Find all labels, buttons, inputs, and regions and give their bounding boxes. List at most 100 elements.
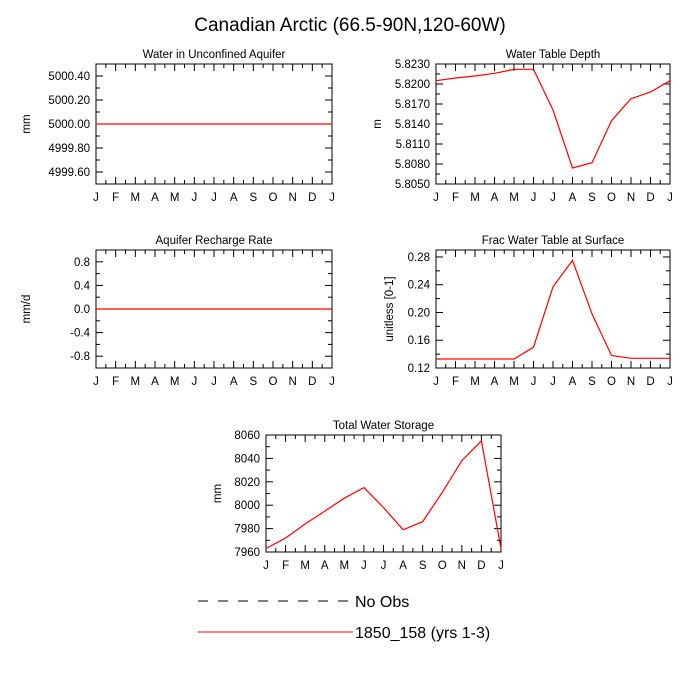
y-tick-label: 5000.40 (48, 71, 90, 83)
y-tick-label: 0.0 (74, 304, 90, 316)
y-tick-label: 7960 (234, 547, 260, 559)
x-tick-label: M (340, 560, 350, 572)
y-tick-label: 0.4 (74, 280, 91, 292)
y-tick-label: 0.28 (408, 252, 430, 264)
x-tick-label: J (433, 192, 439, 204)
x-tick-label: D (646, 376, 654, 388)
y-tick-label: 7980 (234, 524, 260, 536)
x-tick-label: O (269, 192, 278, 204)
x-tick-label: A (399, 560, 407, 572)
x-tick-label: J (550, 376, 556, 388)
x-tick-label: M (300, 560, 310, 572)
x-tick-label: J (531, 376, 537, 388)
x-tick-label: J (211, 376, 217, 388)
x-tick-label: F (452, 376, 459, 388)
legend-label-no-obs: No Obs (355, 594, 409, 611)
x-tick-label: O (607, 376, 616, 388)
x-tick-label: D (308, 376, 316, 388)
y-tick-label: 5.8170 (395, 99, 430, 111)
x-tick-label: A (569, 192, 577, 204)
x-tick-label: J (93, 376, 99, 388)
x-tick-label: D (646, 192, 654, 204)
x-tick-label: A (151, 376, 159, 388)
x-tick-label: F (112, 192, 119, 204)
x-tick-label: S (588, 376, 596, 388)
panel-title: Frac Water Table at Surface (482, 235, 625, 247)
y-tick-label: 0.24 (408, 280, 431, 292)
y-tick-label: 5.8230 (395, 59, 430, 71)
panel-title: Aquifer Recharge Rate (156, 235, 273, 247)
y-axis-label: unitless [0-1] (384, 276, 396, 341)
x-tick-label: J (191, 192, 197, 204)
y-tick-label: 0.20 (408, 307, 430, 319)
x-tick-label: M (509, 192, 519, 204)
x-tick-label: M (470, 192, 480, 204)
y-tick-label: 5.8140 (395, 119, 430, 131)
y-tick-label: 8060 (234, 430, 260, 442)
x-tick-label: J (329, 376, 335, 388)
x-tick-label: D (308, 192, 316, 204)
y-tick-label: 0.12 (408, 363, 430, 375)
x-tick-label: J (93, 192, 99, 204)
x-tick-label: M (470, 376, 480, 388)
y-tick-label: 5.8050 (395, 179, 430, 191)
plot-frame (435, 249, 671, 369)
panel-title: Water in Unconfined Aquifer (143, 49, 286, 61)
series-line (435, 68, 671, 169)
x-tick-label: N (289, 192, 297, 204)
x-tick-label: N (458, 560, 466, 572)
x-tick-label: A (569, 376, 577, 388)
plot-frame (435, 63, 671, 185)
y-tick-label: 0.16 (408, 335, 430, 347)
legend-label-run: 1850_158 (yrs 1-3) (355, 625, 490, 642)
legend: No Obs 1850_158 (yrs 1-3) (198, 594, 490, 642)
y-tick-label: 5000.00 (48, 119, 90, 131)
x-tick-label: A (491, 376, 499, 388)
x-tick-label: J (361, 560, 367, 572)
y-tick-label: 5.8200 (395, 79, 430, 91)
y-tick-label: 0.8 (74, 257, 90, 269)
y-axis-label: mm/d (21, 295, 33, 324)
x-tick-label: M (131, 192, 141, 204)
x-tick-label: J (329, 192, 335, 204)
x-tick-label: A (230, 192, 238, 204)
y-tick-label: 8020 (234, 477, 260, 489)
x-tick-label: J (433, 376, 439, 388)
x-tick-label: J (263, 560, 269, 572)
x-tick-label: J (531, 192, 537, 204)
y-tick-label: -0.8 (70, 351, 90, 363)
x-tick-label: N (627, 376, 635, 388)
x-tick-label: J (211, 192, 217, 204)
series-line (436, 259, 670, 360)
figure-title: Canadian Arctic (66.5-90N,120-60W) (194, 15, 506, 36)
x-tick-label: M (170, 376, 180, 388)
x-tick-label: A (230, 376, 238, 388)
y-axis-label: m (372, 119, 384, 129)
x-tick-label: N (627, 192, 635, 204)
x-tick-label: A (491, 192, 499, 204)
x-tick-label: J (550, 192, 556, 204)
y-tick-label: -0.4 (70, 328, 90, 340)
y-tick-label: 4999.60 (48, 167, 90, 179)
panel-title: Total Water Storage (333, 420, 434, 432)
x-tick-label: N (289, 376, 297, 388)
y-axis-label: mm (21, 114, 33, 133)
x-tick-label: D (477, 560, 485, 572)
x-tick-label: F (112, 376, 119, 388)
y-tick-label: 8040 (234, 453, 260, 465)
x-tick-label: S (249, 192, 257, 204)
x-tick-label: F (282, 560, 289, 572)
x-tick-label: J (381, 560, 387, 572)
x-tick-label: O (607, 192, 616, 204)
x-tick-label: M (509, 376, 519, 388)
x-tick-label: A (151, 192, 159, 204)
x-tick-label: A (321, 560, 329, 572)
y-tick-label: 5.8080 (395, 159, 430, 171)
